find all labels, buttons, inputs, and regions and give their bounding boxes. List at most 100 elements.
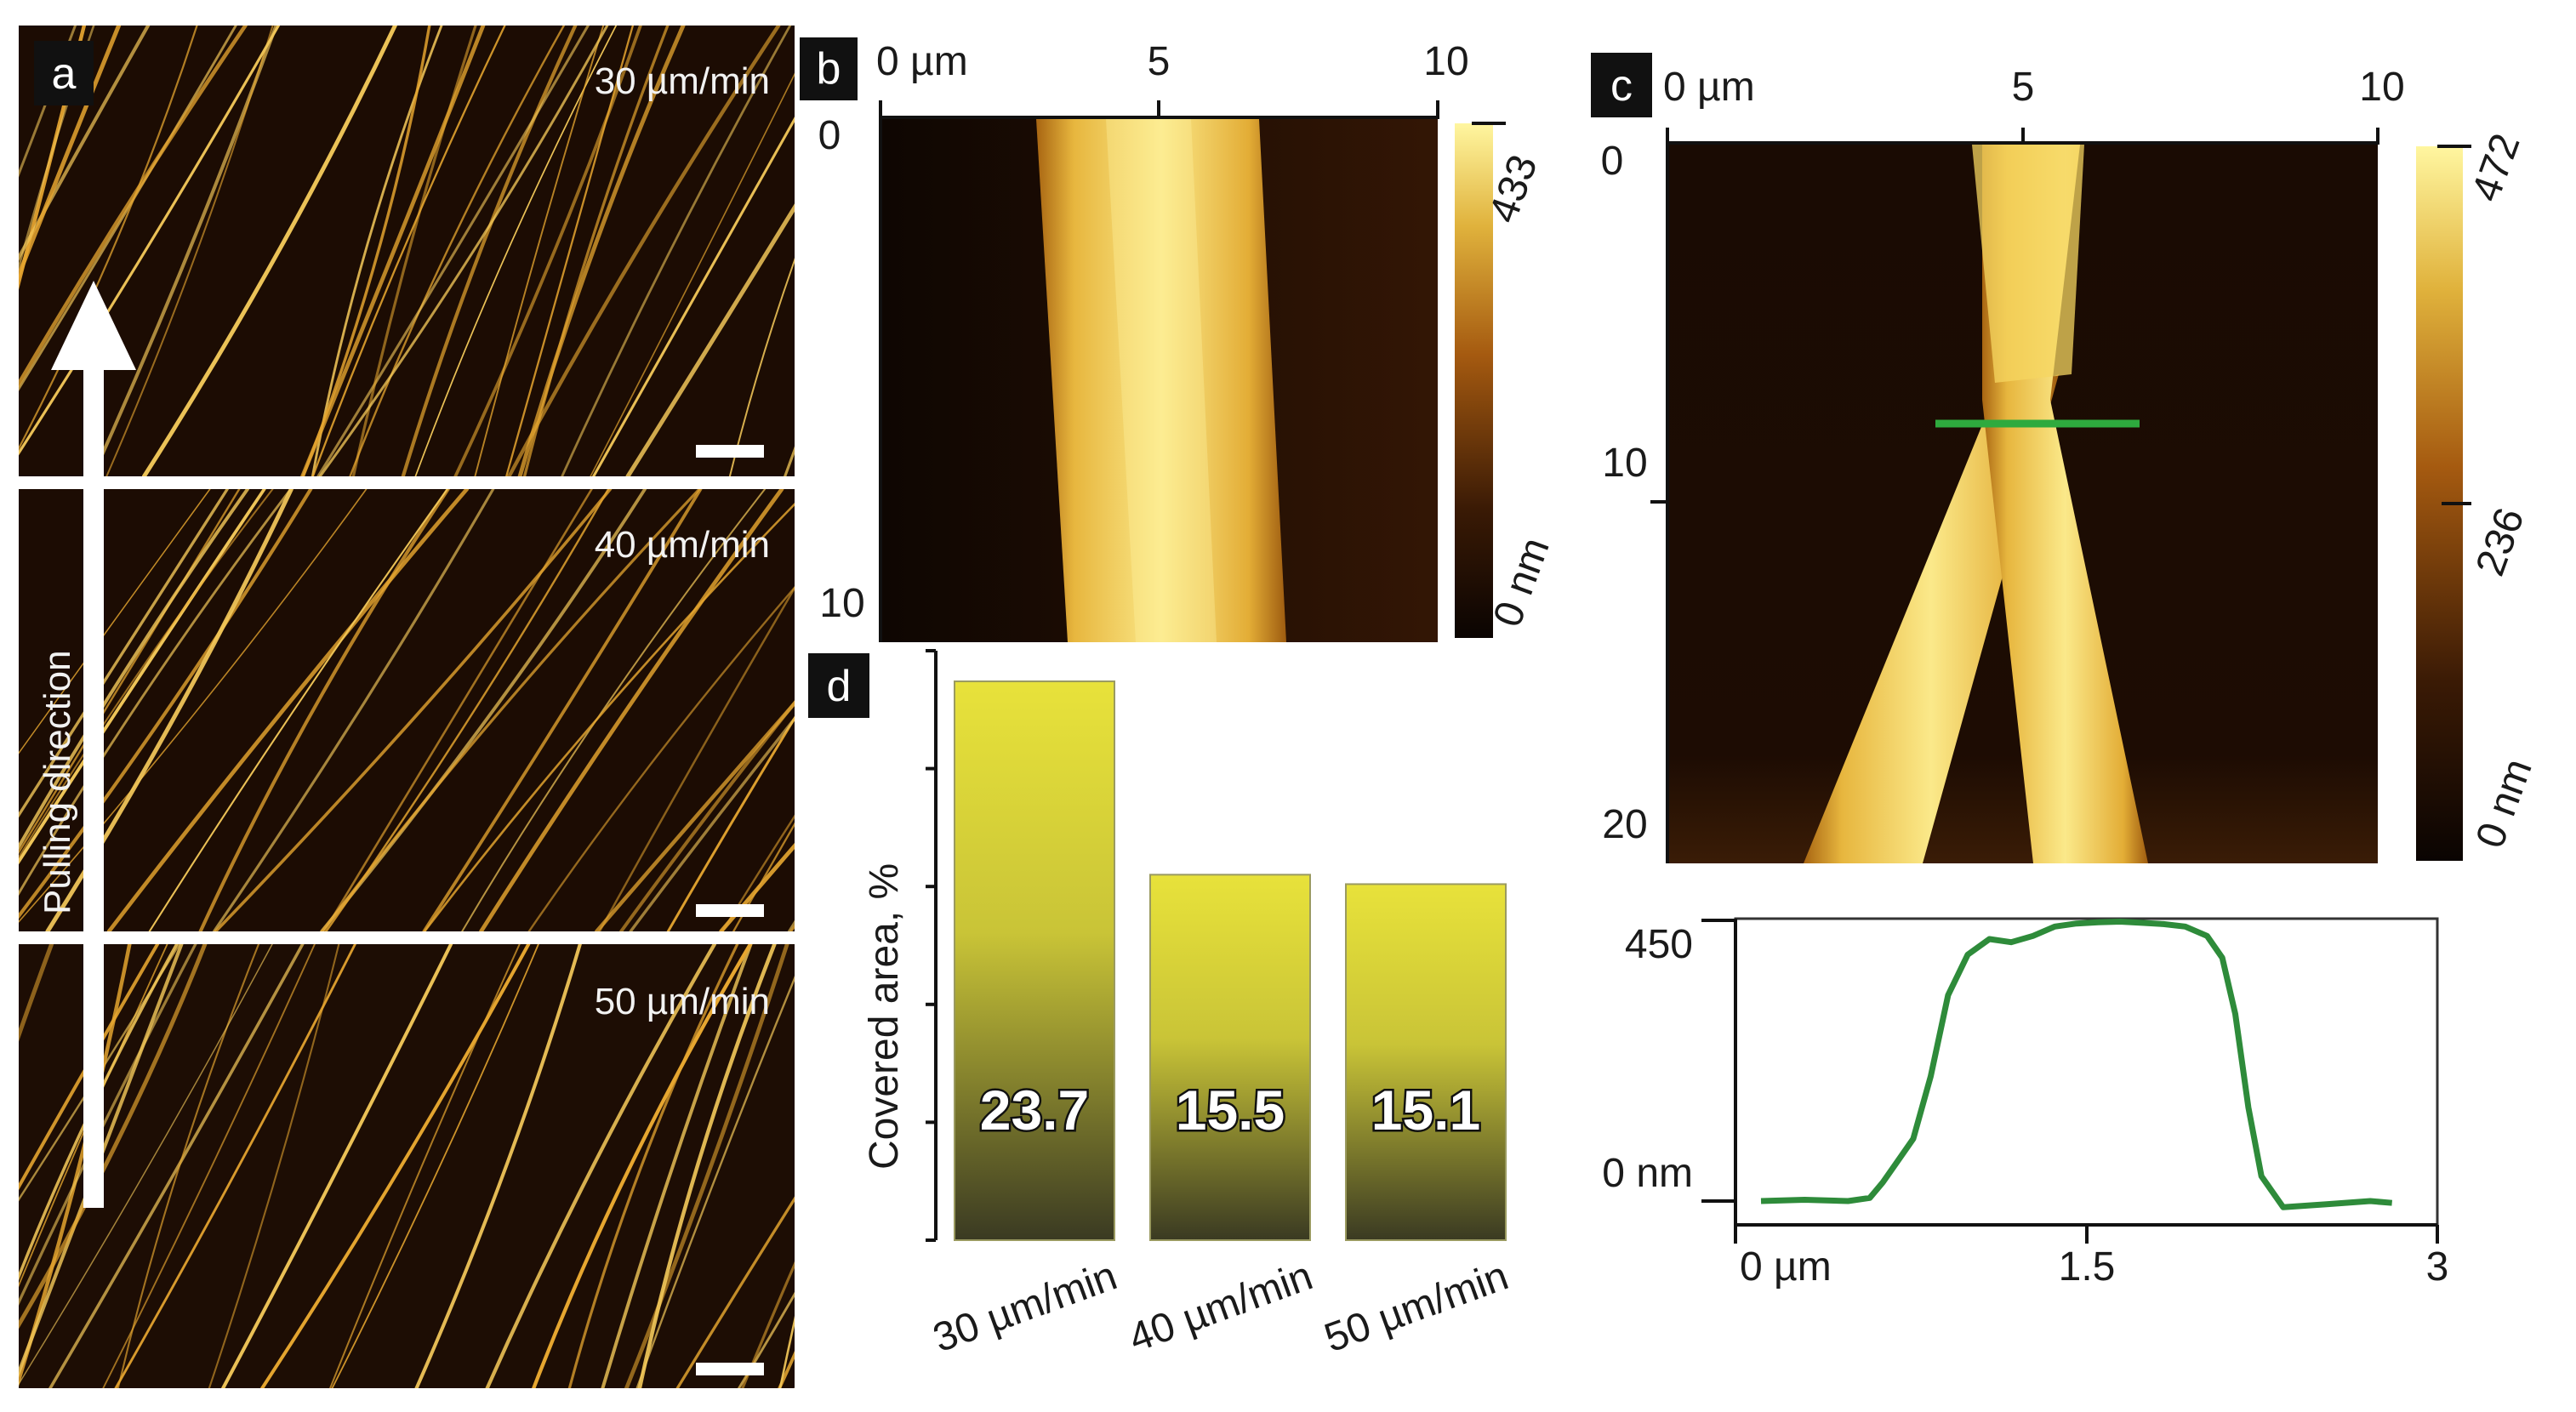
fiber-strand: [637, 942, 777, 1388]
scale-bar-1: [696, 445, 764, 458]
fiber-strand: [479, 487, 784, 934]
fiber-strand: [19, 26, 280, 456]
fiber-strand: [19, 488, 211, 754]
c-colorbar-mid: 236: [2468, 502, 2533, 581]
profile-plot: 450 0 nm 0 µm 1.5 3: [1602, 917, 2448, 1290]
panel-letter-box-c: [1591, 53, 1652, 117]
micrograph-30: [19, 26, 795, 476]
fiber-strand: [592, 117, 795, 478]
panel-letter-d: d: [827, 662, 852, 711]
bar-category-label-0: 30 µm/min: [927, 1254, 1123, 1362]
fiber-strand: [208, 942, 340, 1388]
b-x-tick-10: 10: [1423, 39, 1468, 84]
fiber-strand: [732, 822, 795, 933]
panel-letter-box-b: [800, 37, 858, 100]
pulling-arrow-shaft: [83, 357, 104, 1208]
fiber-strand: [625, 203, 795, 479]
panel-letter-c: c: [1610, 61, 1633, 111]
fiber-strand: [19, 942, 54, 1042]
fiber-strand: [19, 487, 293, 897]
bar-category-label-1: 40 µm/min: [1123, 1254, 1319, 1362]
fiber-strand: [675, 1196, 795, 1388]
fiber-strand: [221, 942, 453, 1388]
fiber-strand: [567, 942, 739, 1388]
c-y-tick-10: 10: [1602, 441, 1647, 486]
speed-label-50: 50 µm/min: [595, 981, 770, 1022]
d-y-ticks: [926, 649, 936, 1242]
panel-divider-1: [19, 476, 795, 489]
panel-a: a 30 µm/min 40 µm/min 50 µm/min Pulling …: [19, 26, 795, 1388]
fiber-strand: [778, 1315, 795, 1388]
fiber-strand: [260, 942, 531, 1388]
fiber-strand: [19, 942, 160, 1191]
fiber-strand: [741, 1261, 795, 1388]
profile-ytick-label-450: 450: [1625, 922, 1693, 967]
bar-value-label-2: 15.1: [1371, 1079, 1480, 1142]
b-colorbar: [1455, 123, 1493, 638]
panel-letter-box-a: [34, 41, 94, 105]
fiber-strand: [311, 26, 506, 478]
fiber-network: [19, 26, 795, 1388]
fiber-strand: [301, 26, 431, 478]
fiber-strand: [19, 487, 241, 854]
fiber-strand: [666, 715, 795, 933]
b-colorbar-min: 0 nm: [1485, 532, 1559, 632]
bar-value-label-1: 15.5: [1176, 1079, 1285, 1142]
fiber-strand: [635, 976, 795, 1388]
d-bars: 23.7 30 µm/min 15.5 40 µm/min 15.1 50 µm/min: [927, 680, 1514, 1362]
c-y-tick-20: 20: [1602, 802, 1647, 847]
fiber-strand: [19, 942, 181, 1202]
fiber-strand: [422, 487, 703, 933]
fiber-strand: [214, 487, 613, 933]
fiber-strand: [719, 842, 795, 934]
c-x-tick-10: 10: [2359, 65, 2404, 110]
fiber-strand: [19, 487, 266, 865]
fiber-strand: [728, 258, 795, 477]
fiber-strand: [105, 26, 274, 477]
panel-b: b 0 µm 5 10 0 10 433 0 nm: [800, 37, 1559, 642]
fiber-strand: [351, 26, 477, 478]
fiber-strand: [19, 26, 248, 388]
fiber-strand: [318, 26, 609, 478]
fiber-strand: [414, 942, 582, 1388]
bar-1: [1149, 874, 1311, 1241]
panel-c: c 0 µm 5 10 0 10 20 472 236 0 nm 450 0 n…: [1591, 53, 2541, 1290]
c-x-tick-5: 5: [2012, 65, 2035, 110]
b-x-tick-0: 0 µm: [876, 39, 968, 84]
fiber-strand: [19, 943, 273, 1386]
fiber-strand: [590, 72, 795, 477]
panel-letter-b: b: [817, 44, 841, 94]
bar-0: [954, 680, 1115, 1241]
fiber-strand: [331, 943, 539, 1388]
fiber-strand: [738, 1291, 795, 1388]
fiber-strand: [461, 488, 767, 932]
profile-line: [1760, 919, 2392, 1210]
profile-xtick-label-1.5: 1.5: [2059, 1244, 2116, 1290]
c-colorbar-min: 0 nm: [2468, 753, 2541, 853]
fiber-strand: [423, 502, 795, 933]
fiber-strand: [148, 487, 448, 933]
scale-bar-2: [696, 904, 764, 917]
fiber-strand: [316, 26, 590, 478]
fiber-strand: [212, 487, 495, 933]
fiber-strand: [117, 942, 260, 1388]
fiber-strand: [19, 942, 208, 1329]
panel-d: d 23.7 30 µm/min 15.5 40 µm/min 15.1 50 µm/mi…: [808, 649, 1514, 1362]
fiber-strand: [19, 942, 197, 1307]
fiber-strand: [48, 942, 305, 1388]
fiber-strand: [453, 26, 642, 478]
fiber-strand: [485, 942, 717, 1388]
fiber-strand: [561, 26, 792, 478]
fiber-strand: [322, 487, 593, 933]
fiber-strand: [527, 586, 795, 933]
c-colorbar-max: 472: [2464, 128, 2529, 207]
fiber-strand: [619, 700, 795, 933]
fiber-strand: [601, 942, 753, 1388]
scale-bar-3: [696, 1363, 764, 1375]
afm-fiber-b-highlight: [1106, 119, 1217, 642]
b-y-tick-0: 0: [818, 113, 841, 158]
fiber-strand: [198, 487, 450, 934]
fiber-strand: [19, 26, 237, 391]
fiber-strand: [320, 487, 701, 933]
